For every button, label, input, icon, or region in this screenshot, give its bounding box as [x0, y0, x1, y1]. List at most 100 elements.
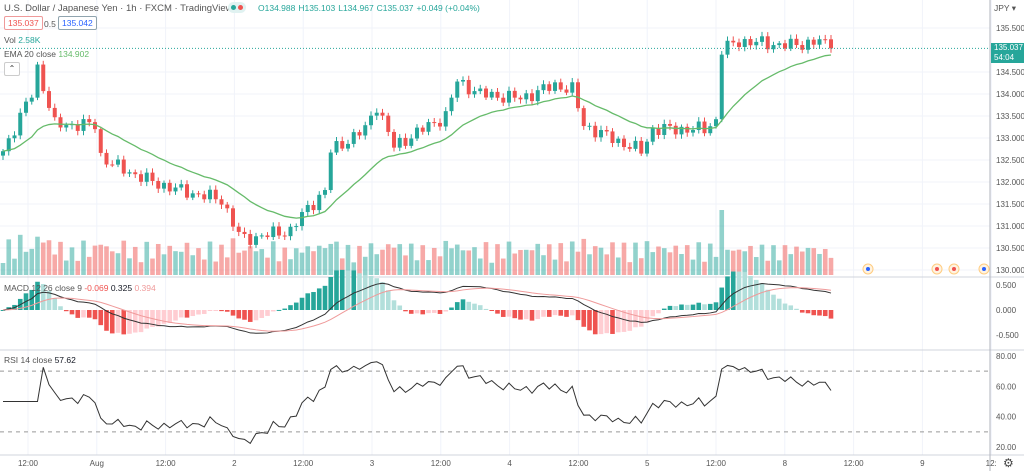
volume-bar [684, 245, 690, 275]
candle-body [466, 79, 471, 95]
candle-body [754, 41, 759, 46]
time-label: 12:00 [844, 459, 865, 468]
volume-bar [368, 243, 374, 275]
macd-histogram-bar [207, 310, 213, 311]
macd-histogram-bar [587, 310, 592, 331]
volume-bar [138, 262, 144, 275]
volume-bar [828, 257, 834, 275]
price-tick: 134.500 [996, 68, 1024, 77]
candle-body [139, 174, 143, 182]
volume-bar [213, 261, 219, 275]
macd-histogram-bar [575, 310, 581, 321]
volume-bar [500, 258, 506, 275]
volume-bar [58, 241, 63, 275]
candle-body [495, 91, 500, 98]
volume-bar [196, 248, 201, 275]
volume-bar [811, 248, 817, 275]
macd-histogram-bar [541, 310, 546, 317]
candle-body [213, 189, 218, 200]
macd-histogram-bar [311, 292, 316, 310]
candle-body [530, 93, 534, 102]
buy-button[interactable]: 135.042 [58, 16, 97, 30]
volume-bar [380, 249, 385, 275]
candle-body [461, 79, 465, 82]
time-label: 12:00 [18, 459, 39, 468]
candle-body [242, 231, 247, 235]
volume-bar [794, 246, 799, 275]
sell-button[interactable]: 135.037 [4, 16, 43, 30]
candle-body [524, 93, 529, 100]
volume-bar [92, 245, 98, 275]
volume-bar [40, 242, 46, 275]
macd-histogram-bar [288, 305, 293, 310]
volume-bar [155, 243, 161, 275]
macd-histogram-bar [679, 304, 684, 310]
collapse-legend-button[interactable]: ⌃ [4, 62, 20, 76]
candle-body [311, 204, 316, 211]
macd-histogram-bar [552, 310, 558, 316]
macd-histogram-bar [776, 298, 782, 310]
bar-countdown: 54:04 [994, 53, 1015, 62]
candle-body [610, 131, 615, 143]
macd-histogram-bar [794, 308, 799, 310]
volume-bar [104, 246, 109, 275]
candle-body [685, 126, 690, 133]
macd-histogram-bar [29, 289, 35, 310]
volume-bar [420, 245, 426, 275]
event-flag-dot [982, 267, 986, 271]
candle-body [800, 45, 805, 50]
price-tick: 130.000 [996, 266, 1024, 275]
candle-body [806, 39, 810, 50]
macd-histogram-bar [178, 310, 184, 318]
candle-body [29, 97, 34, 102]
volume-bar [184, 242, 190, 275]
macd-histogram-bar [334, 270, 339, 310]
ema-legend: EMA 20 close 134.902 [4, 49, 89, 59]
market-status-indicator[interactable] [228, 2, 246, 13]
market-open-icon [231, 5, 236, 10]
candle-body [656, 127, 661, 135]
candle-body [259, 235, 264, 237]
candle-body [340, 141, 345, 149]
candle-body [380, 112, 385, 116]
candle-body [443, 111, 448, 127]
macd-histogram-bar [391, 300, 397, 310]
settings-gear-icon[interactable]: ⚙ [1003, 456, 1014, 470]
macd-histogram-bar [305, 293, 311, 310]
symbol-title[interactable]: U.S. Dollar / Japanese Yen · 1h · FXCM ·… [4, 3, 233, 14]
volume-bar [161, 254, 167, 275]
price-tick: 134.000 [996, 90, 1024, 99]
macd-histogram-bar [52, 298, 58, 310]
macd-histogram-bar [46, 290, 52, 310]
volume-bar [357, 245, 362, 275]
candle-body [87, 119, 92, 123]
candle-body [817, 39, 822, 45]
volume-bar [483, 242, 489, 275]
volume-bar [529, 250, 535, 275]
volume-legend: Vol 2.58K [4, 35, 40, 45]
candle-body [369, 115, 373, 126]
macd-histogram-bar [426, 310, 431, 314]
volume-bar [276, 261, 282, 275]
macd-histogram-bar [454, 302, 460, 310]
currency-selector[interactable]: JPY ▾ [994, 3, 1017, 13]
volume-bar [598, 247, 604, 275]
candle-body [121, 159, 126, 174]
candle-body [771, 45, 776, 50]
spread-value: 0.5 [44, 19, 56, 29]
volume-bar [253, 251, 259, 275]
volume-bar [805, 247, 811, 275]
candle-body [449, 97, 454, 112]
volume-bar [242, 250, 247, 275]
macd-histogram-bar [500, 310, 506, 317]
candle-body [104, 152, 109, 165]
candle-body [748, 39, 753, 46]
volume-bar [656, 246, 661, 275]
volume-bar [782, 245, 788, 275]
volume-bar [730, 250, 736, 275]
candle-body [455, 81, 460, 98]
volume-bar [581, 238, 587, 275]
macd-histogram-bar [529, 310, 535, 321]
macd-histogram-bar [460, 299, 466, 310]
